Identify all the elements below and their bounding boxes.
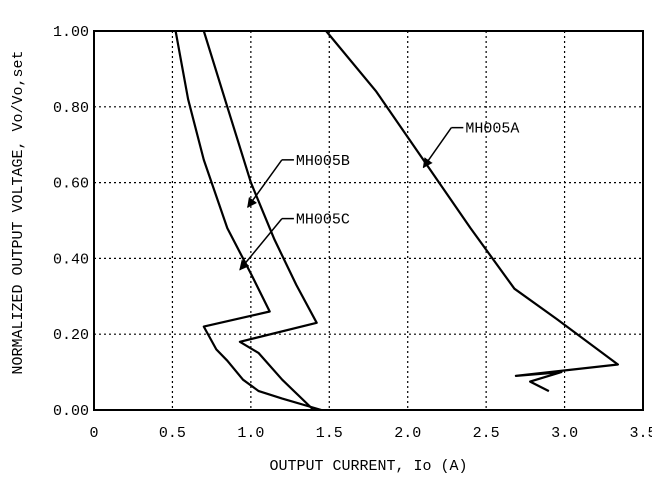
grid — [94, 31, 643, 410]
series-line-mh005b — [202, 30, 318, 411]
x-tick-label: 3.5 — [629, 425, 652, 442]
annotation-label-mh005c: MH005C — [296, 212, 350, 229]
x-axis-title: OUTPUT CURRENT, Io (A) — [269, 458, 467, 475]
x-tick-label: 1.5 — [316, 425, 343, 442]
annotation-arrow — [422, 127, 452, 169]
y-tick-label: 0.40 — [53, 251, 89, 268]
y-tick-label: 1.00 — [53, 24, 89, 41]
y-tick-label: 0.80 — [53, 100, 89, 117]
y-tick-label: 0.20 — [53, 327, 89, 344]
x-tick-label: 3.0 — [551, 425, 578, 442]
y-tick-labels: 0.00 0.20 0.40 0.60 0.80 1.00 — [53, 24, 89, 420]
annotation-arrow — [247, 159, 283, 209]
y-tick-label: 0.60 — [53, 176, 89, 193]
y-tick-label: 0.00 — [53, 403, 89, 420]
y-axis-title: NORMALIZED OUTPUT VOLTAGE, Vo/Vo,set — [10, 50, 27, 374]
series-line-mh005a — [325, 30, 620, 393]
x-tick-label: 2.0 — [394, 425, 421, 442]
annotations: MH005A MH005B MH005C — [239, 121, 519, 271]
series-line-mh005c — [174, 30, 322, 412]
annotation-label-mh005a: MH005A — [465, 121, 519, 138]
annotation-arrow — [239, 218, 283, 271]
x-tick-label: 2.5 — [473, 425, 500, 442]
annotation-label-mh005b: MH005B — [296, 153, 350, 170]
x-tick-label: 0.5 — [159, 425, 186, 442]
x-tick-label: 0 — [89, 425, 98, 442]
x-tick-label: 1.0 — [237, 425, 264, 442]
x-tick-labels: 0 0.5 1.0 1.5 2.0 2.5 3.0 3.5 — [89, 425, 652, 442]
plot-frame — [93, 30, 644, 411]
series-layer — [174, 30, 620, 412]
